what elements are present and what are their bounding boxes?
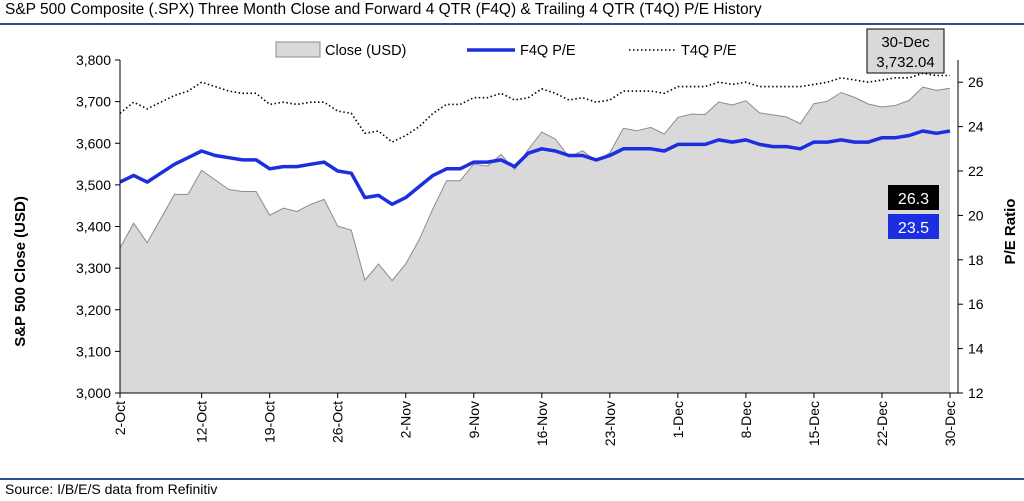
callout-date: 30-Dec — [881, 34, 930, 51]
left-tick-label: 3,300 — [76, 260, 111, 276]
f4q-pe-line — [119, 129, 951, 207]
x-tick-label: 26-Oct — [330, 401, 346, 443]
left-tick-label: 3,700 — [76, 94, 111, 110]
legend-label-close: Close (USD) — [325, 43, 406, 59]
x-tick-label: 2-Oct — [112, 401, 128, 435]
right-tick-label: 14 — [968, 341, 984, 357]
x-tick-label: 8-Dec — [738, 401, 754, 438]
t4q-last-value: 26.3 — [898, 191, 929, 208]
source-note: Source: I/B/E/S data from Refinitiv — [5, 481, 218, 497]
y2-axis-title: P/E Ratio — [1002, 199, 1019, 265]
right-tick-label: 22 — [968, 163, 984, 179]
legend: Close (USD) F4Q P/E T4Q P/E — [275, 41, 737, 59]
axes: 3,000 3,100 3,200 3,300 3,400 3,500 3,600 3,700… — [12, 52, 1019, 446]
right-tick-label: 20 — [968, 207, 984, 223]
left-tick-label: 3,600 — [76, 135, 111, 151]
f4q-last-value: 23.5 — [898, 220, 929, 237]
left-tick-label: 3,000 — [76, 385, 111, 401]
x-tick-label: 12-Oct — [194, 401, 210, 443]
close-area — [120, 87, 950, 393]
y-axis-title: S&P 500 Close (USD) — [12, 196, 29, 347]
legend-label-f4q: F4Q P/E — [520, 43, 576, 59]
right-tick-label: 16 — [968, 296, 984, 312]
x-tick-label: 23-Nov — [602, 401, 618, 446]
x-tick-label: 2-Nov — [398, 401, 414, 438]
x-tick-label: 1-Dec — [670, 401, 686, 438]
chart-title: S&P 500 Composite (.SPX) Three Month Clo… — [5, 1, 762, 18]
left-tick-label: 3,400 — [76, 219, 111, 235]
x-tick-label: 9-Nov — [466, 401, 482, 438]
right-tick-label: 12 — [968, 385, 984, 401]
callout-value: 3,732.04 — [876, 54, 934, 71]
x-tick-label: 15-Dec — [806, 401, 822, 446]
left-tick-label: 3,200 — [76, 302, 111, 318]
annotations: 30-Dec 3,732.04 26.3 23.5 — [866, 28, 945, 239]
x-tick-label: 16-Nov — [534, 401, 550, 446]
left-tick-label: 3,800 — [76, 52, 111, 68]
right-tick-label: 18 — [968, 252, 984, 268]
x-tick-label: 19-Oct — [262, 401, 278, 443]
right-tick-label: 26 — [968, 74, 984, 90]
right-tick-label: 24 — [968, 119, 984, 135]
top-divider — [0, 23, 1024, 25]
t4q-pe-line — [119, 72, 950, 144]
left-tick-label: 3,500 — [76, 177, 111, 193]
legend-swatch-close — [275, 41, 321, 58]
callout-box — [866, 28, 945, 74]
f4q-last-box — [888, 214, 939, 239]
t4q-last-box — [888, 185, 939, 210]
x-tick-label: 22-Dec — [874, 401, 890, 446]
plot-area — [119, 72, 951, 393]
close-area-outline — [119, 86, 951, 282]
bottom-divider — [0, 478, 1024, 480]
left-tick-label: 3,100 — [76, 343, 111, 359]
x-tick-label: 30-Dec — [942, 401, 958, 446]
legend-label-t4q: T4Q P/E — [681, 43, 737, 59]
